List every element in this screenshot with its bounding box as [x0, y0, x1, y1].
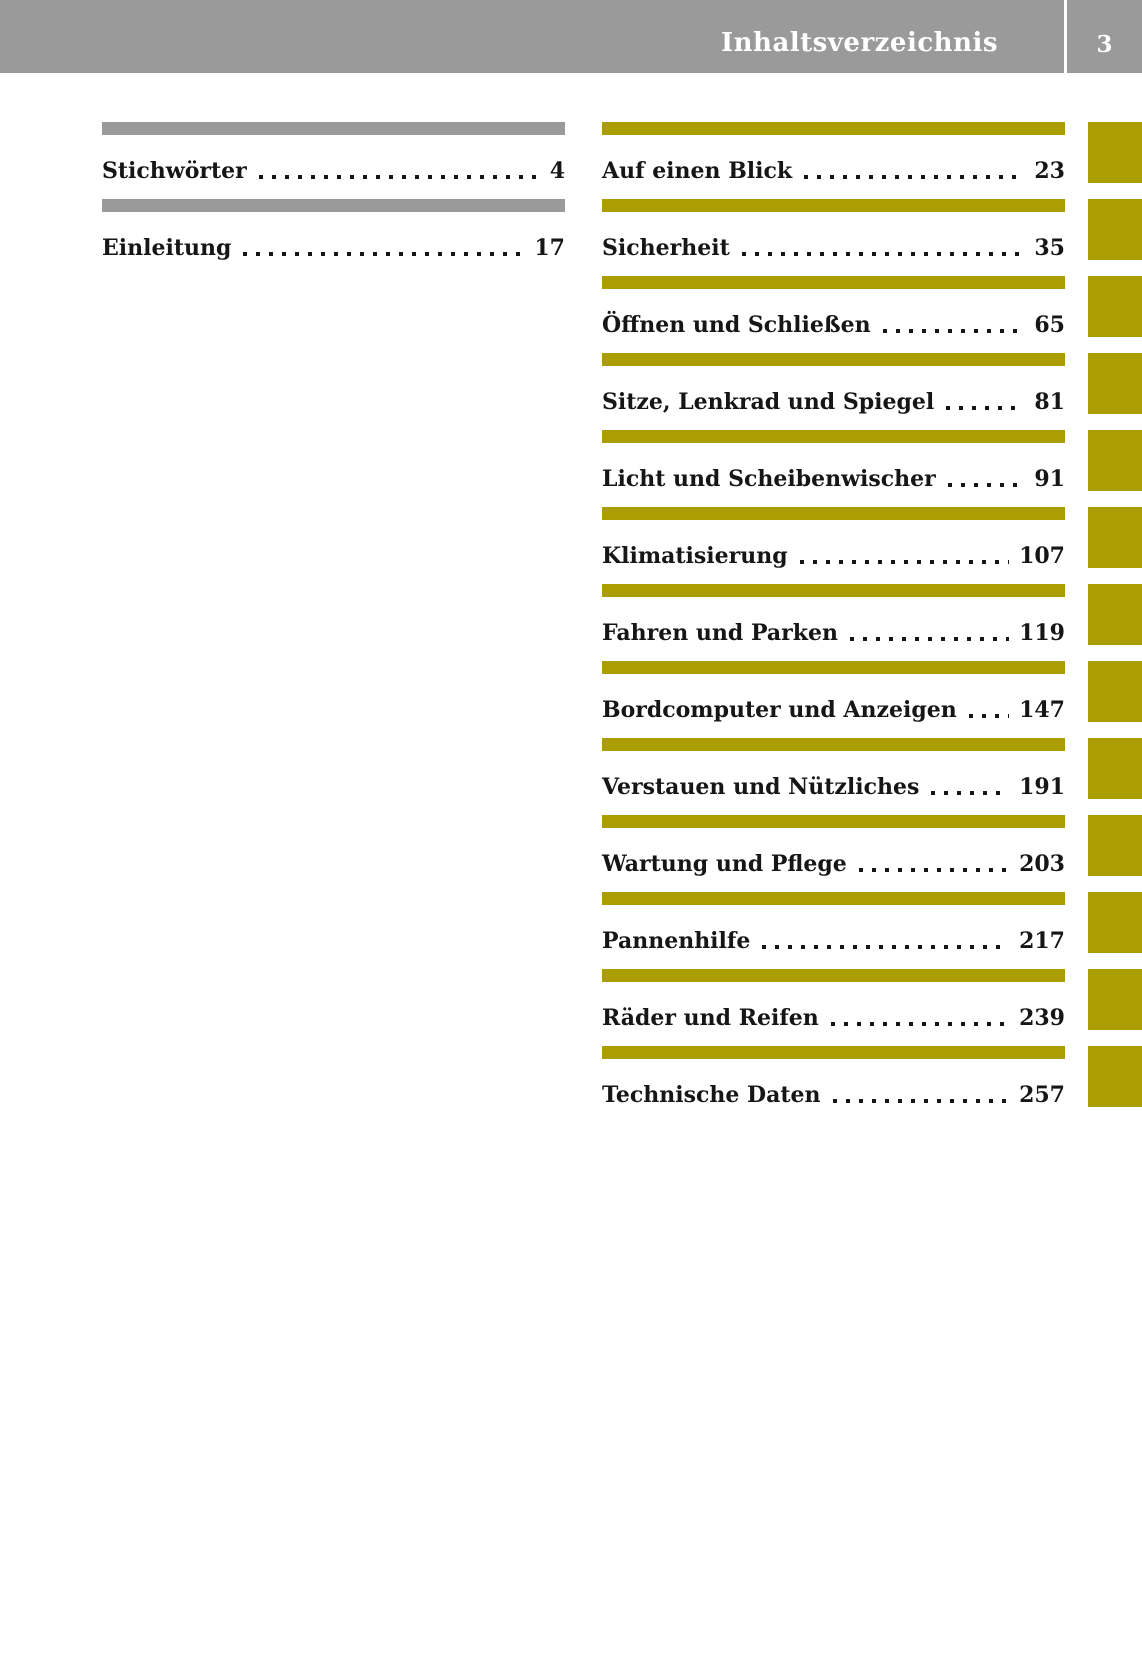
section-bar — [602, 738, 1065, 751]
page-header: Inhaltsverzeichnis 3 — [0, 0, 1142, 73]
toc-entry-title: Fahren und Parken — [602, 620, 838, 646]
section-bar — [602, 276, 1065, 289]
toc-entry-title: Bordcomputer und Anzeigen — [602, 697, 957, 723]
section-tab — [1088, 276, 1142, 337]
dot-leader — [858, 868, 1010, 873]
section-bar — [102, 199, 565, 212]
section-tab — [1088, 661, 1142, 722]
toc-entry-title: Stichwörter — [102, 158, 247, 184]
section-tab — [1088, 969, 1142, 1030]
dot-leader — [258, 175, 540, 180]
toc-entry-page-number: 91 — [1034, 466, 1065, 492]
section-tab — [1088, 353, 1142, 414]
section-tab-rail — [1088, 122, 1142, 1123]
section-bar — [602, 507, 1065, 520]
section-tab — [1088, 430, 1142, 491]
section-tab — [1088, 1046, 1142, 1107]
section-bar — [602, 661, 1065, 674]
toc-entry-title: Licht und Scheibenwischer — [602, 466, 936, 492]
section-tab — [1088, 199, 1142, 260]
section-bar — [602, 815, 1065, 828]
toc-entry-title: Sicherheit — [602, 235, 730, 261]
dot-leader — [741, 252, 1025, 257]
header-page-number: 3 — [1096, 31, 1113, 58]
toc-entry[interactable]: Technische Daten 257 — [602, 1046, 1065, 1123]
section-tab — [1088, 584, 1142, 645]
dot-leader — [832, 1099, 1010, 1104]
toc-entry[interactable]: Öffnen und Schließen 65 — [602, 276, 1065, 353]
toc-entry-page-number: 217 — [1019, 928, 1065, 954]
section-bar — [602, 969, 1065, 982]
toc-entry[interactable]: Licht und Scheibenwischer 91 — [602, 430, 1065, 507]
dot-leader — [882, 329, 1025, 334]
toc-entry-title: Klimatisierung — [602, 543, 788, 569]
section-bar — [602, 1046, 1065, 1059]
toc-entry-page-number: 107 — [1019, 543, 1065, 569]
toc-entry-page-number: 257 — [1019, 1082, 1065, 1108]
section-bar — [602, 353, 1065, 366]
toc-entry[interactable]: Pannenhilfe 217 — [602, 892, 1065, 969]
section-bar — [102, 122, 565, 135]
section-tab — [1088, 122, 1142, 183]
header-title: Inhaltsverzeichnis — [720, 28, 998, 58]
section-tab — [1088, 892, 1142, 953]
toc-entry[interactable]: Sicherheit 35 — [602, 199, 1065, 276]
section-tab — [1088, 738, 1142, 799]
toc-entry-page-number: 35 — [1034, 235, 1065, 261]
toc-entry-title: Auf einen Blick — [602, 158, 793, 184]
toc-entry-page-number: 119 — [1019, 620, 1065, 646]
toc-entry-title: Räder und Reifen — [602, 1005, 819, 1031]
toc-entry[interactable]: Räder und Reifen 239 — [602, 969, 1065, 1046]
toc-entry[interactable]: Bordcomputer und Anzeigen 147 — [602, 661, 1065, 738]
section-bar — [602, 122, 1065, 135]
toc-entry-page-number: 147 — [1019, 697, 1065, 723]
dot-leader — [804, 175, 1025, 180]
section-tab — [1088, 815, 1142, 876]
dot-leader — [968, 714, 1010, 719]
toc-entry[interactable]: Verstauen und Nützliches 191 — [602, 738, 1065, 815]
dot-leader — [830, 1022, 1010, 1027]
toc-entry-page-number: 65 — [1034, 312, 1065, 338]
section-bar — [602, 892, 1065, 905]
section-bar — [602, 430, 1065, 443]
toc-entry-title: Wartung und Pflege — [602, 851, 847, 877]
toc-entry-title: Einleitung — [102, 235, 232, 261]
toc-entry-title: Verstauen und Nützliches — [602, 774, 920, 800]
dot-leader — [947, 483, 1025, 488]
section-bar — [602, 199, 1065, 212]
toc-entry-title: Öffnen und Schließen — [602, 312, 871, 338]
toc-entry-page-number: 81 — [1034, 389, 1065, 415]
toc-entry[interactable]: Klimatisierung 107 — [602, 507, 1065, 584]
toc-entry[interactable]: Sitze, Lenkrad und Spiegel 81 — [602, 353, 1065, 430]
toc-entry-page-number: 239 — [1019, 1005, 1065, 1031]
toc-entry-page-number: 17 — [534, 235, 565, 261]
toc-entry-page-number: 4 — [549, 158, 565, 184]
toc-entry-title: Pannenhilfe — [602, 928, 751, 954]
dot-leader — [849, 637, 1010, 642]
toc-entry-page-number: 203 — [1019, 851, 1065, 877]
section-tab — [1088, 507, 1142, 568]
toc-entry[interactable]: Stichwörter 4 — [102, 122, 565, 199]
toc-entry-title: Sitze, Lenkrad und Spiegel — [602, 389, 935, 415]
dot-leader — [762, 945, 1010, 950]
toc-entry[interactable]: Fahren und Parken 119 — [602, 584, 1065, 661]
toc-entry[interactable]: Auf einen Blick 23 — [602, 122, 1065, 199]
dot-leader — [946, 406, 1025, 411]
toc-column-right: Auf einen Blick 23 Sicherheit 35 Öffnen … — [602, 122, 1065, 1123]
toc-entry[interactable]: Wartung und Pflege 203 — [602, 815, 1065, 892]
header-divider — [1064, 0, 1067, 73]
toc-entry-page-number: 23 — [1034, 158, 1065, 184]
dot-leader — [243, 252, 525, 257]
section-bar — [602, 584, 1065, 597]
toc-entry-page-number: 191 — [1019, 774, 1065, 800]
toc-entry[interactable]: Einleitung 17 — [102, 199, 565, 276]
dot-leader — [799, 560, 1010, 565]
toc-column-left: Stichwörter 4 Einleitung 17 — [102, 122, 565, 276]
toc-entry-title: Technische Daten — [602, 1082, 821, 1108]
dot-leader — [931, 791, 1010, 796]
